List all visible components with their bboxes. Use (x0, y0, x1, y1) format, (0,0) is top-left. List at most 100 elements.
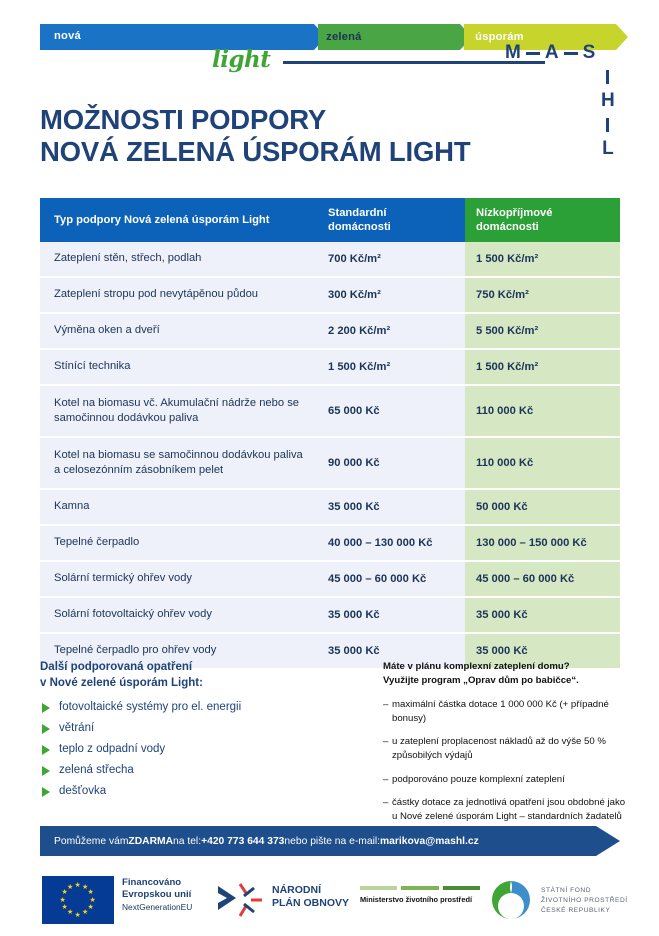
table-cell-standard: 700 Kč/m² (328, 253, 381, 265)
ministry-logo: Ministerstvo životního prostředí (360, 886, 480, 904)
list-item: teplo z odpadní vody (40, 743, 360, 756)
table-cell-low-income: 130 000 – 150 000 Kč (465, 526, 620, 560)
eu-star-icon: ★ (89, 896, 96, 904)
table-cell-low-income: 750 Kč/m² (465, 278, 620, 312)
table-cell-low-income: 50 000 Kč (465, 490, 620, 524)
table-cell-standard: 65 000 Kč (328, 405, 380, 417)
contact-banner-body: Pomůžeme vám ZDARMA na tel: +420 773 644… (40, 826, 596, 856)
list-item-label: teplo z odpadní vody (59, 743, 166, 756)
table-header-standard-l2: domácnosti (328, 221, 391, 233)
eu-funding-l2: Evropskou unií (122, 889, 192, 901)
contact-mid1: na tel: (173, 835, 202, 847)
eu-flag-icon: ★ ★ ★ ★ ★ ★ ★ ★ ★ ★ ★ ★ (42, 876, 114, 924)
eu-star-icon: ★ (82, 909, 89, 917)
triangle-bullet-icon (42, 787, 50, 798)
list-item: větrání (40, 722, 360, 735)
table-cell-low-income: 35 000 Kč (465, 598, 620, 632)
eu-star-icon: ★ (67, 909, 74, 917)
list-item-label: podporováno pouze komplexní zateplení (392, 773, 565, 785)
page-title-line1: MOŽNOSTI PODPORY (40, 104, 327, 135)
grandma-program-heading: Máte v plánu komplexní zateplení domu? V… (383, 660, 633, 687)
eu-star-icon: ★ (74, 881, 81, 889)
contact-email[interactable]: marikova@mashl.cz (380, 835, 479, 847)
table-row: Solární termický ohřev vody 45 000 – 60 0… (40, 562, 620, 598)
contact-phone[interactable]: +420 773 644 373 (201, 835, 285, 847)
other-measures-heading-l2: v Nové zelené úsporám Light: (40, 676, 203, 689)
triangle-bullet-icon (42, 703, 50, 714)
eu-star-icon: ★ (74, 911, 81, 919)
list-item-label: dešťovka (59, 785, 107, 798)
logo-divider-line (283, 61, 545, 64)
chevron-nova: nová (40, 24, 327, 50)
table-cell-standard: 300 Kč/m² (328, 289, 381, 301)
table-row: Solární fotovoltaický ohřev vody 35 000 K… (40, 598, 620, 634)
table-body: Zateplení stěn, střech, podlah 700 Kč/m² 1… (40, 242, 620, 670)
nzu-logo: nová zelená úsporám light (40, 24, 628, 80)
eu-star-icon: ★ (87, 889, 94, 896)
list-item-label: větrání (59, 722, 95, 735)
list-item: – u zateplení proplacenost nákladů až do … (383, 735, 633, 762)
sfzp-l2: ŽIVOTNÍHO PROSTŘEDÍ (541, 897, 628, 905)
npo-l2: PLÁN OBNOVY (272, 896, 350, 909)
table-cell-standard: 40 000 – 130 000 Kč (328, 537, 433, 549)
grandma-program-section: Máte v plánu komplexní zateplení domu? V… (383, 660, 633, 833)
contact-prefix: Pomůžeme vám (54, 835, 129, 847)
list-item: – maximální částka dotace 1 000 000 Kč (+… (383, 698, 633, 725)
table-cell-standard: 45 000 – 60 000 Kč (328, 573, 427, 585)
list-item: zelená střecha (40, 764, 360, 777)
eu-star-icon: ★ (59, 896, 66, 904)
dash-bullet-icon: – (383, 773, 389, 785)
nzu-chevrons: nová zelená úsporám (40, 24, 628, 54)
mashl-letter-a: A (544, 42, 559, 63)
table-header-type: Typ podpory Nová zelená úsporám Light (40, 198, 320, 242)
sfzp-l3: ČESKÉ REPUBLIKY (541, 907, 611, 915)
logo-light-script: light (212, 46, 271, 73)
table-cell-low-income: 5 500 Kč/m² (465, 314, 620, 348)
table-cell-type: Výměna oken a dveří (54, 324, 160, 337)
table-cell-standard: 35 000 Kč (328, 645, 380, 657)
other-measures-section: Další podporovaná opatření v Nové zelené… (40, 660, 360, 806)
table-row: Zateplení stěn, střech, podlah 700 Kč/m² 1… (40, 242, 620, 278)
eu-star-icon: ★ (61, 889, 68, 896)
mashl-horizontal: M A S (505, 42, 595, 64)
table-cell-type: Tepelné čerpadlo pro ohřev vody (54, 644, 217, 657)
table-row: Kotel na biomasu vč. Akumulační nádrže n… (40, 386, 620, 438)
dash-bullet-icon: – (383, 699, 389, 711)
mashl-letter-h: H (601, 90, 615, 111)
table-cell-low-income: 1 500 Kč/m² (465, 242, 620, 276)
contact-banner: Pomůžeme vám ZDARMA na tel: +420 773 644… (40, 826, 620, 856)
other-measures-heading-l1: Další podporovaná opatření (40, 661, 193, 673)
eu-star-icon: ★ (67, 883, 74, 891)
mashl-dash-vertical-icon (606, 70, 610, 84)
table-cell-type: Solární fotovoltaický ohřev vody (54, 608, 212, 621)
table-cell-low-income: 35 000 Kč (465, 634, 620, 668)
list-item-label: maximální částka dotace 1 000 000 Kč (+ … (392, 699, 609, 724)
eu-star-icon: ★ (87, 904, 94, 911)
list-item: fotovoltaické systémy pro el. energii (40, 701, 360, 714)
eu-star-icon: ★ (82, 883, 89, 891)
table-cell-standard: 2 200 Kč/m² (328, 325, 391, 337)
mashl-dash-vertical-icon (606, 118, 610, 132)
list-item-label: u zateplení proplacenost nákladů až do v… (392, 736, 606, 762)
narodni-plan-obnovy-icon (218, 883, 262, 917)
mashl-dash-icon (525, 51, 540, 55)
page-title: MOŽNOSTI PODPORY NOVÁ ZELENÁ ÚSPORÁM LIG… (40, 104, 580, 168)
grandma-program-list: – maximální částka dotace 1 000 000 Kč (+… (383, 698, 633, 823)
table-cell-low-income: 110 000 Kč (465, 438, 620, 488)
table-cell-type: Zateplení stropu pod nevytápěnou půdou (54, 288, 259, 301)
table-row: Stínící technika 1 500 Kč/m² 1 500 Kč/m² (40, 350, 620, 386)
table-header-row: Typ podpory Nová zelená úsporám Light St… (40, 198, 620, 242)
grandma-program-heading-l1: Máte v plánu komplexní zateplení domu? (383, 661, 570, 672)
table-row: Kotel na biomasu se samočinnou dodávkou … (40, 438, 620, 490)
narodni-plan-obnovy-text: NÁRODNÍ PLÁN OBNOVY (272, 884, 349, 910)
table-row: Výměna oken a dveří 2 200 Kč/m² 5 500 Kč/m… (40, 314, 620, 350)
table-cell-standard: 90 000 Kč (328, 457, 380, 469)
table-cell-type: Solární termický ohřev vody (54, 572, 193, 585)
table-header-standard-l1: Standardní (328, 206, 387, 219)
mashl-letter-l: L (602, 138, 614, 159)
contact-banner-arrow-icon (596, 826, 620, 856)
sfzp-text: STÁTNÍ FOND ŽIVOTNÍHO PROSTŘEDÍ ČESKÉ RE… (541, 886, 628, 917)
npo-l1: NÁRODNÍ (272, 884, 321, 896)
table-cell-standard: 35 000 Kč (328, 609, 380, 621)
